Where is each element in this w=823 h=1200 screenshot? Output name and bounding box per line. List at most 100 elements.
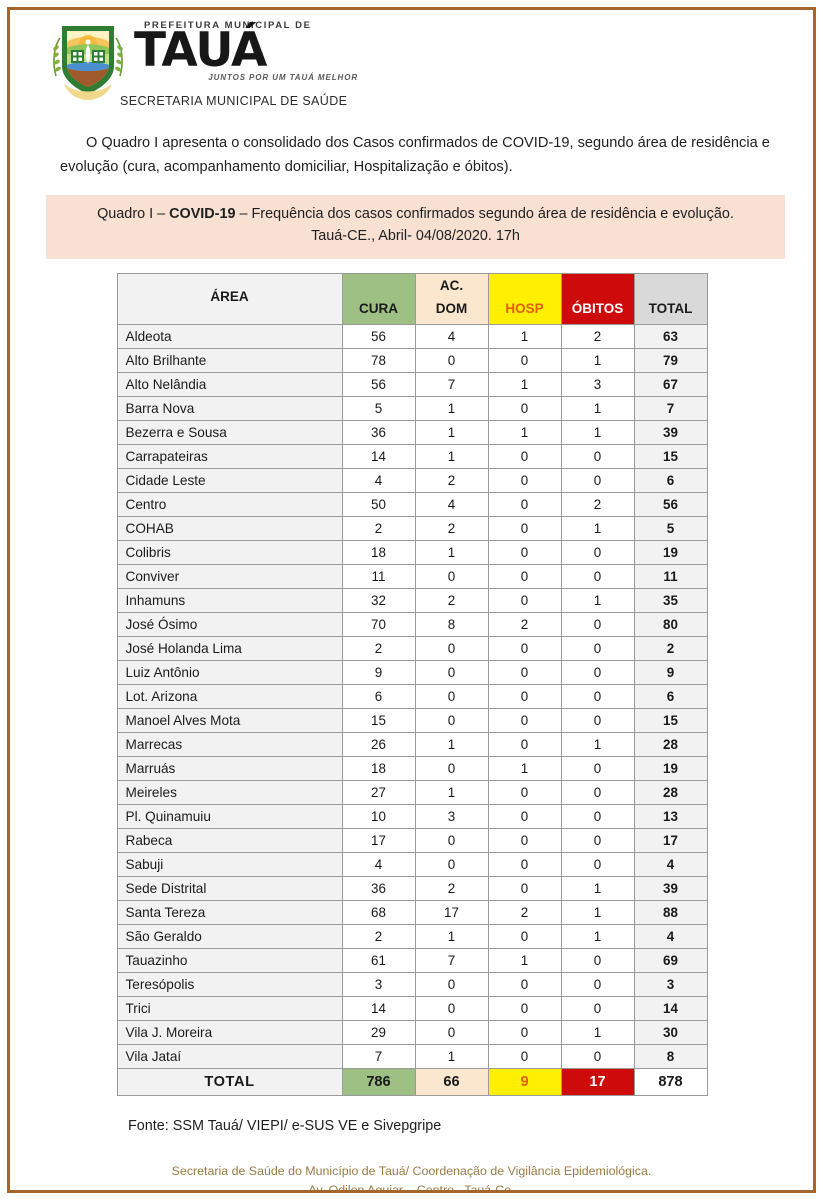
table-row: Marruás 18 0 1 0 19 [116,755,708,781]
table-row: Meireles 27 1 0 0 28 [116,779,708,805]
row-cell-cura: 5 [341,395,416,421]
row-cell-obitos: 0 [560,971,635,997]
row-cell-hosp: 0 [487,1019,562,1045]
row-cell-area: Marrecas [116,731,343,757]
row-cell-acdom: 0 [414,755,489,781]
row-cell-obitos: 0 [560,443,635,469]
row-cell-acdom: 0 [414,563,489,589]
row-cell-total: 39 [633,419,708,445]
row-cell-cura: 78 [341,347,416,373]
row-cell-area: Manoel Alves Mota [116,707,343,733]
row-cell-obitos: 1 [560,587,635,613]
row-cell-cura: 27 [341,779,416,805]
row-cell-hosp: 0 [487,731,562,757]
row-cell-acdom: 2 [414,875,489,901]
row-cell-total: 56 [633,491,708,517]
table-row: José Ósimo 70 8 2 0 80 [116,611,708,637]
table-row: Conviver 11 0 0 0 11 [116,563,708,589]
table-row: Barra Nova 5 1 0 1 7 [116,395,708,421]
row-cell-acdom: 0 [414,995,489,1021]
column-header-cura: CURA [341,272,416,325]
secretaria-title: SECRETARIA MUNICIPAL DE SAÚDE [120,94,348,108]
row-cell-obitos: 0 [560,707,635,733]
row-cell-cura: 18 [341,539,416,565]
row-cell-area: Inhamuns [116,587,343,613]
table-row: Lot. Arizona 6 0 0 0 6 [116,683,708,709]
row-cell-area: Colibris [116,539,343,565]
row-cell-area: Rabeca [116,827,343,853]
row-cell-area: Carrapateiras [116,443,343,469]
row-cell-acdom: 1 [414,443,489,469]
table-row: COHAB 2 2 0 1 5 [116,515,708,541]
row-cell-acdom: 2 [414,467,489,493]
row-cell-cura: 10 [341,803,416,829]
row-cell-total: 2 [633,635,708,661]
row-cell-area: COHAB [116,515,343,541]
row-cell-acdom: 1 [414,923,489,949]
wordmark: PREFEITURA MUNICIPAL DE TAUÁ JUNTOS POR … [134,20,364,82]
table-row: Tauazinho 61 7 1 0 69 [116,947,708,973]
row-cell-hosp: 1 [487,947,562,973]
row-cell-hosp: 1 [487,755,562,781]
table-row: Carrapateiras 14 1 0 0 15 [116,443,708,469]
row-cell-cura: 61 [341,947,416,973]
row-cell-total: 19 [633,755,708,781]
row-cell-hosp: 0 [487,563,562,589]
row-cell-acdom: 4 [414,323,489,349]
row-cell-area: Alto Nelândia [116,371,343,397]
row-cell-area: Vila J. Moreira [116,1019,343,1045]
address-line-2: Av. Odilon Aguiar – Centro –Tauá-Ce. [308,1182,515,1190]
row-cell-hosp: 0 [487,539,562,565]
row-cell-cura: 68 [341,899,416,925]
table-row: Sede Distrital 36 2 0 1 39 [116,875,708,901]
row-cell-obitos: 1 [560,347,635,373]
row-cell-cura: 56 [341,323,416,349]
row-cell-acdom: 2 [414,515,489,541]
row-cell-total: 28 [633,779,708,805]
row-cell-cura: 18 [341,755,416,781]
address-block: Secretaria de Saúde do Município de Tauá… [10,1162,813,1191]
row-cell-total: 69 [633,947,708,973]
row-cell-total: 17 [633,827,708,853]
row-cell-cura: 6 [341,683,416,709]
row-cell-acdom: 1 [414,731,489,757]
row-cell-hosp: 0 [487,851,562,877]
row-cell-total: 3 [633,971,708,997]
row-cell-hosp: 0 [487,779,562,805]
row-cell-total: 5 [633,515,708,541]
caption-strong: COVID-19 [169,206,236,223]
row-cell-total: 63 [633,323,708,349]
row-cell-total: 67 [633,371,708,397]
row-cell-hosp: 0 [487,491,562,517]
row-cell-obitos: 0 [560,563,635,589]
row-cell-total: 79 [633,347,708,373]
total-row-hosp: 9 [487,1067,562,1096]
table-row: Cidade Leste 4 2 0 0 6 [116,467,708,493]
row-cell-hosp: 0 [487,587,562,613]
row-cell-acdom: 1 [414,1043,489,1069]
row-cell-area: Lot. Arizona [116,683,343,709]
row-cell-hosp: 1 [487,371,562,397]
row-cell-acdom: 1 [414,395,489,421]
total-row-total: 878 [633,1067,708,1096]
row-cell-hosp: 0 [487,443,562,469]
wordmark-main-text: TAUÁ [134,23,267,78]
row-cell-acdom: 0 [414,827,489,853]
row-cell-obitos: 0 [560,683,635,709]
row-cell-area: Teresópolis [116,971,343,997]
quadro-table: ÁREA CURA AC. DOM HOSP ÓBITOS TOTAL Alde… [116,272,708,1096]
row-cell-area: José Ósimo [116,611,343,637]
table-row: Aldeota 56 4 1 2 63 [116,323,708,349]
caption-prefix: Quadro I – [97,206,170,223]
row-cell-area: Vila Jataí [116,1043,343,1069]
row-cell-obitos: 1 [560,395,635,421]
row-cell-obitos: 2 [560,491,635,517]
row-cell-cura: 2 [341,515,416,541]
row-cell-hosp: 0 [487,875,562,901]
table-row: Inhamuns 32 2 0 1 35 [116,587,708,613]
total-row-obitos: 17 [560,1067,635,1096]
row-cell-area: Sabuji [116,851,343,877]
row-cell-area: Santa Tereza [116,899,343,925]
row-cell-obitos: 0 [560,803,635,829]
row-cell-area: Barra Nova [116,395,343,421]
